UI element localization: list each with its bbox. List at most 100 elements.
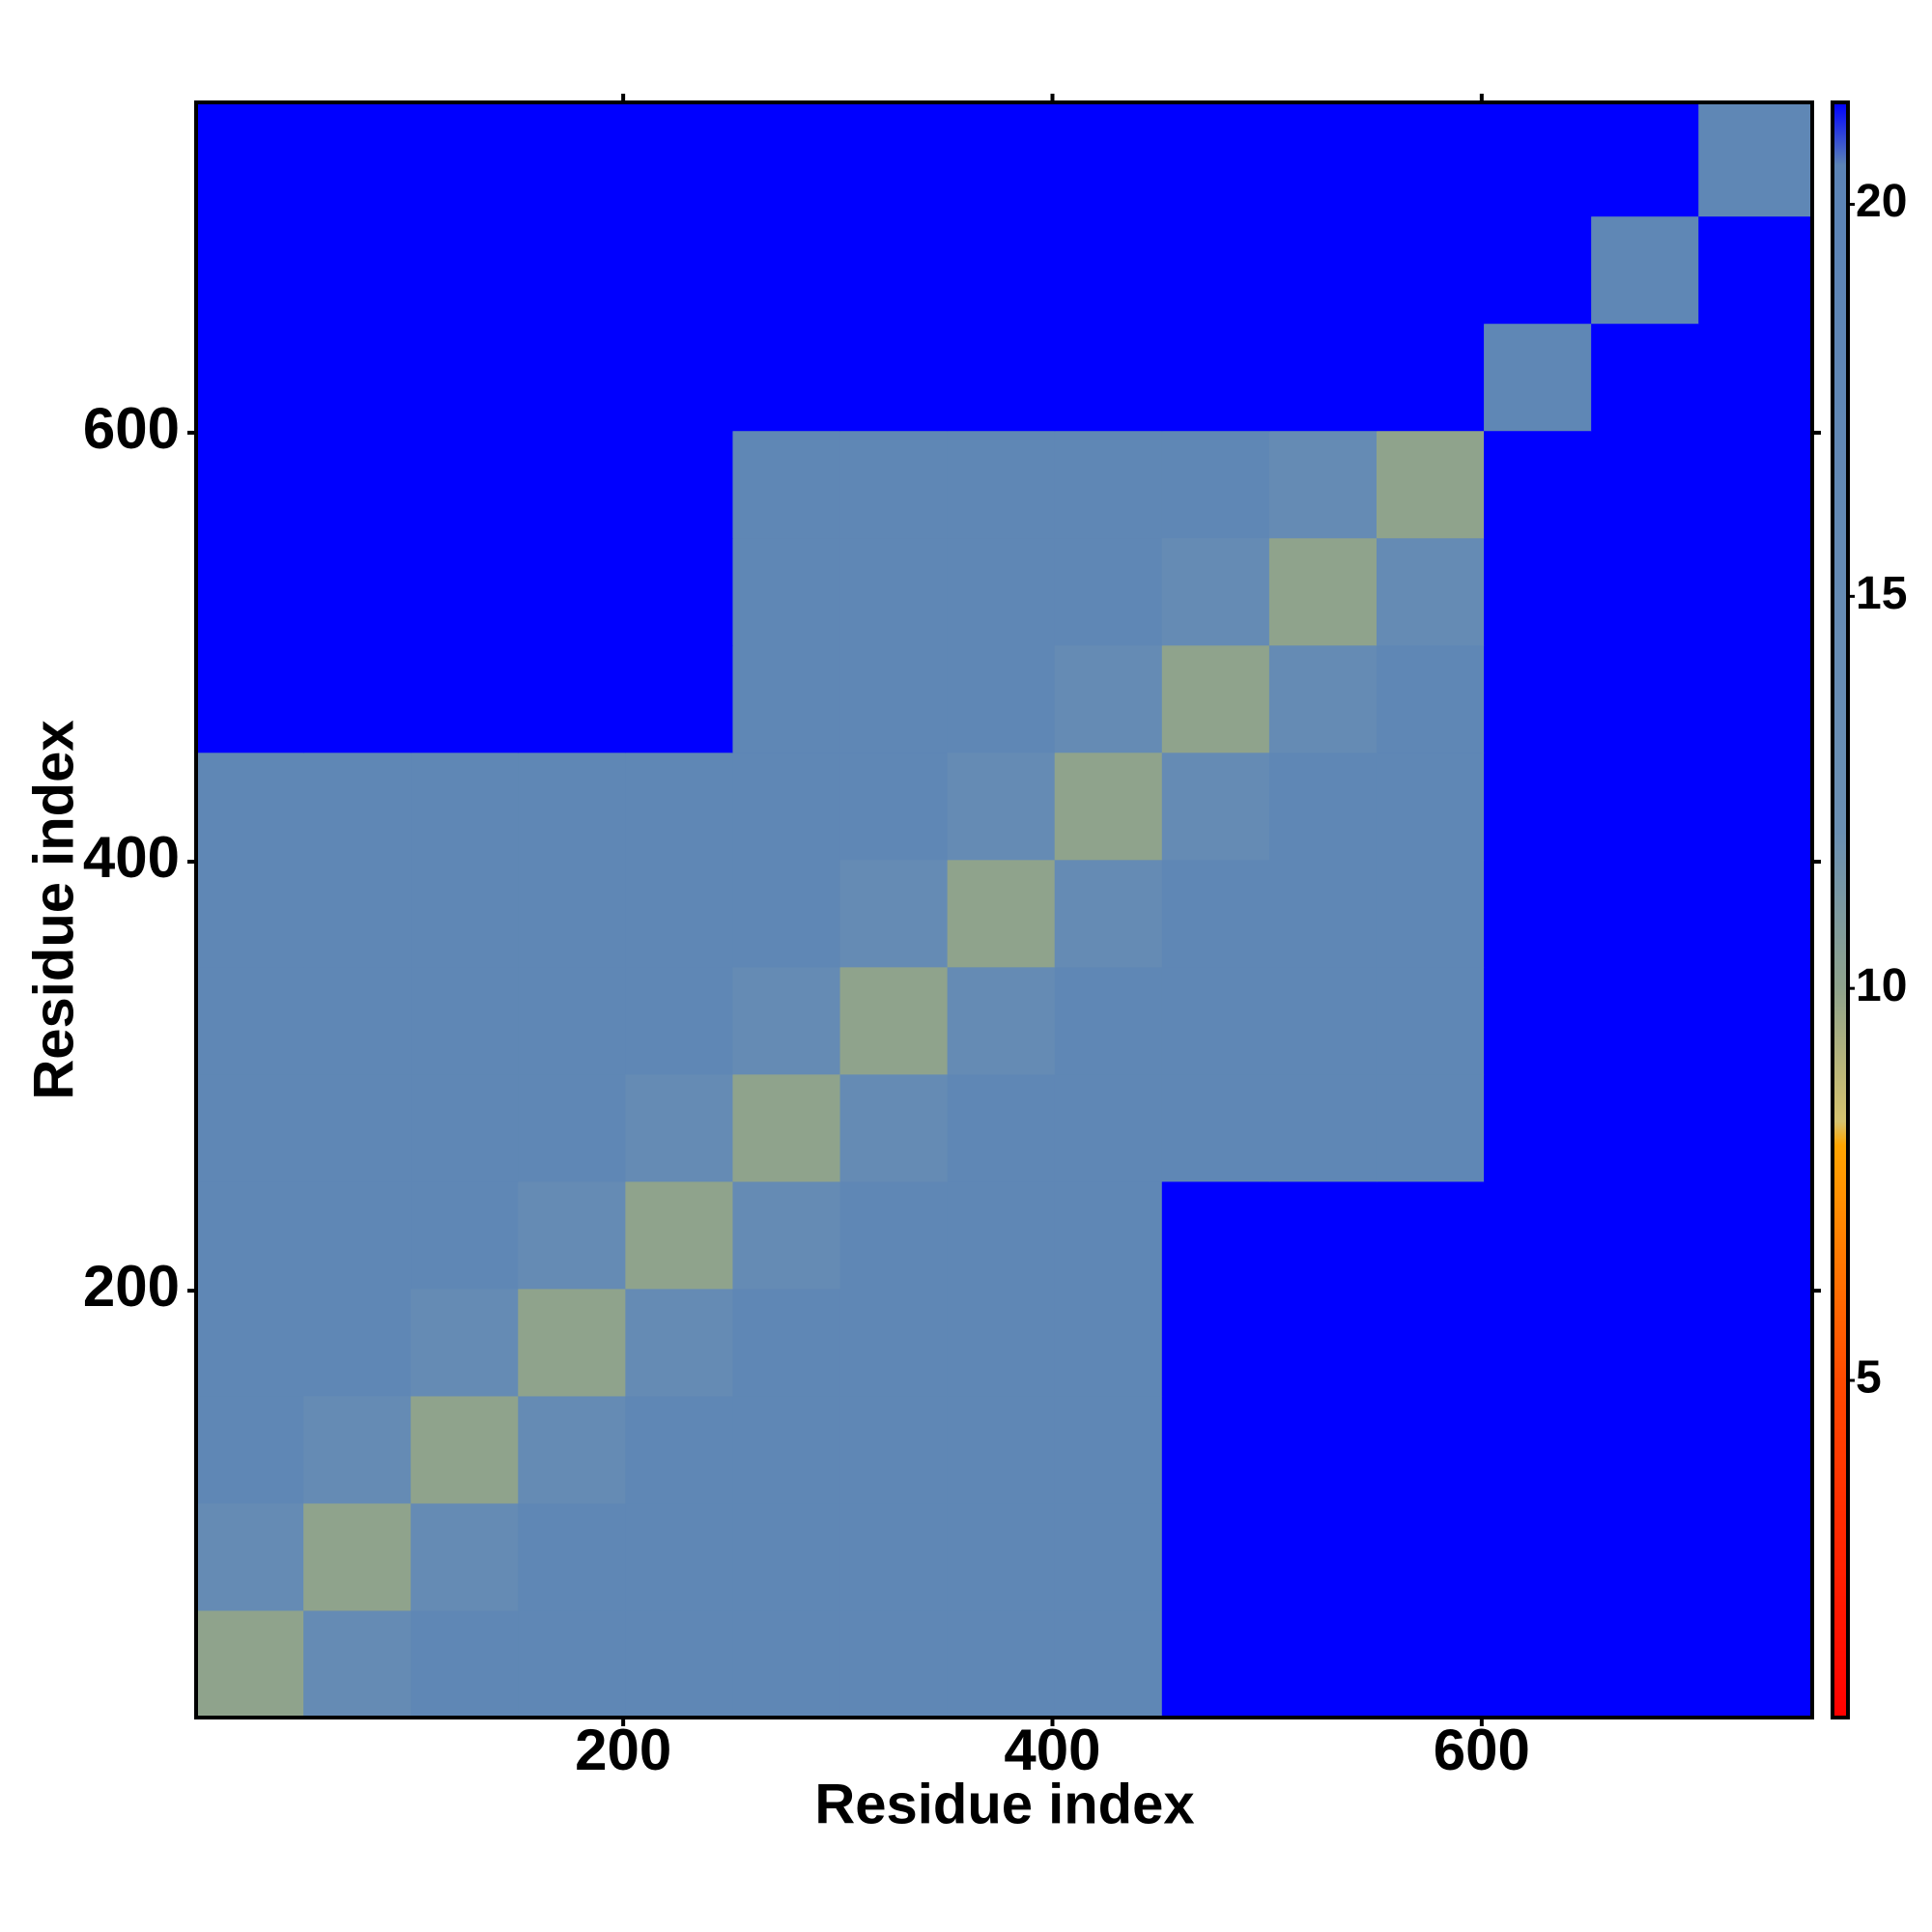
heatmap-cell xyxy=(303,1288,412,1397)
heatmap-cell xyxy=(303,102,412,217)
heatmap-cell xyxy=(1591,1502,1699,1611)
heatmap-cell xyxy=(732,537,841,646)
heatmap-cell xyxy=(1376,1502,1485,1611)
heatmap-cell xyxy=(625,430,733,539)
heatmap-cell xyxy=(518,1288,626,1397)
heatmap-cell xyxy=(839,644,949,753)
heatmap-cell xyxy=(1054,430,1163,539)
heatmap-cell xyxy=(839,1395,949,1504)
heatmap-cell xyxy=(1698,1288,1813,1397)
heatmap-cell xyxy=(518,644,626,753)
heatmap-cell xyxy=(518,1073,626,1182)
heatmap-cell xyxy=(1376,1180,1485,1290)
heatmap-cell xyxy=(625,859,733,968)
heatmap-cell xyxy=(732,102,841,217)
heatmap-cell xyxy=(1054,1502,1163,1611)
heatmap-cell xyxy=(1161,1288,1270,1397)
heatmap-cell xyxy=(411,1395,519,1504)
heatmap-cell xyxy=(518,1180,626,1290)
heatmap-cell xyxy=(947,102,1056,217)
heatmap-cell xyxy=(625,102,733,217)
heatmap-cell xyxy=(196,752,304,861)
heatmap-cell xyxy=(1484,102,1592,217)
heatmap-cell xyxy=(1376,1609,1485,1719)
heatmap-cell xyxy=(518,752,626,861)
heatmap-cell xyxy=(839,323,949,432)
heatmap-cell xyxy=(732,1502,841,1611)
colorbar xyxy=(1831,100,1850,1719)
heatmap-cell xyxy=(1591,1073,1699,1182)
heatmap-cell xyxy=(1054,1288,1163,1397)
heatmap-cell xyxy=(196,215,304,325)
heatmap-cell xyxy=(303,752,412,861)
heatmap-cell xyxy=(1591,644,1699,753)
heatmap-cell xyxy=(732,1395,841,1504)
heatmap-cell xyxy=(411,1073,519,1182)
heatmap-cell xyxy=(1376,537,1485,646)
heatmap-cell xyxy=(1484,644,1592,753)
heatmap-cell xyxy=(1698,323,1813,432)
heatmap-cell xyxy=(625,215,733,325)
heatmap-cell xyxy=(1161,1395,1270,1504)
heatmap-cell xyxy=(1268,1609,1378,1719)
heatmap-cell xyxy=(303,215,412,325)
heatmap-cell xyxy=(732,644,841,753)
heatmap-cell xyxy=(625,966,733,1075)
heatmap-cell xyxy=(1376,1395,1485,1504)
heatmap-cell xyxy=(732,215,841,325)
heatmap-cell xyxy=(1591,1609,1699,1719)
heatmap-cell xyxy=(625,1073,733,1182)
plot-frame xyxy=(194,100,1814,1719)
heatmap-cell xyxy=(518,859,626,968)
heatmap-cell xyxy=(625,1180,733,1290)
heatmap-cell xyxy=(411,644,519,753)
heatmap-cell xyxy=(1268,1073,1378,1182)
heatmap-cell xyxy=(1591,430,1699,539)
heatmap-cell xyxy=(1268,1180,1378,1290)
y-tick-label: 200 xyxy=(83,1254,180,1319)
heatmap-cell xyxy=(1161,752,1270,861)
heatmap-cell xyxy=(1698,430,1813,539)
heatmap-cell xyxy=(1484,1502,1592,1611)
y-tick-label: 600 xyxy=(83,396,180,461)
heatmap-cell xyxy=(1484,537,1592,646)
heatmap-cell xyxy=(1161,966,1270,1075)
heatmap-cell xyxy=(1376,859,1485,968)
heatmap-cell xyxy=(625,644,733,753)
heatmap-cell xyxy=(1054,537,1163,646)
heatmap-cell xyxy=(1268,430,1378,539)
heatmap-cell xyxy=(1268,752,1378,861)
heatmap-cell xyxy=(1698,966,1813,1075)
heatmap-cell xyxy=(411,102,519,217)
heatmap-cell xyxy=(1054,1609,1163,1719)
heatmap-cell xyxy=(1591,1288,1699,1397)
heatmap-cell xyxy=(1591,102,1699,217)
heatmap-cell xyxy=(1698,644,1813,753)
heatmap-cell xyxy=(196,1073,304,1182)
heatmap-cell xyxy=(196,537,304,646)
heatmap-cell xyxy=(732,323,841,432)
x-axis-title: Residue index xyxy=(814,1773,1194,1835)
heatmap-cell xyxy=(1698,1502,1813,1611)
heatmap-cell xyxy=(1698,752,1813,861)
heatmap-cell xyxy=(1054,323,1163,432)
heatmap-cell xyxy=(303,430,412,539)
heatmap-cell xyxy=(839,859,949,968)
heatmap-cell xyxy=(625,537,733,646)
heatmap-cell xyxy=(1698,859,1813,968)
heatmap-cell xyxy=(625,1502,733,1611)
heatmap-cell xyxy=(839,1180,949,1290)
heatmap-cell xyxy=(1376,323,1485,432)
heatmap-cell xyxy=(1484,1609,1592,1719)
heatmap-cell xyxy=(1376,215,1485,325)
colorbar-tick-label: 15 xyxy=(1856,568,1907,619)
heatmap-cell xyxy=(1054,966,1163,1075)
heatmap-cell xyxy=(303,537,412,646)
heatmap-cell xyxy=(1268,323,1378,432)
heatmap-cell xyxy=(411,430,519,539)
heatmap-cell xyxy=(196,1502,304,1611)
heatmap-cell xyxy=(518,323,626,432)
heatmap-cell xyxy=(196,1395,304,1504)
heatmap-cell xyxy=(1484,1073,1592,1182)
heatmap-cell xyxy=(947,1609,1056,1719)
